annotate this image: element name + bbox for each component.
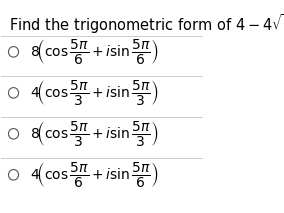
Text: $8\!\left(\cos\dfrac{5\pi}{6} + i\sin\dfrac{5\pi}{6}\right)$: $8\!\left(\cos\dfrac{5\pi}{6} + i\sin\df… — [30, 37, 158, 66]
Text: $4\!\left(\cos\dfrac{5\pi}{3} + i\sin\dfrac{5\pi}{3}\right)$: $4\!\left(\cos\dfrac{5\pi}{3} + i\sin\df… — [30, 78, 158, 107]
Text: $4\!\left(\cos\dfrac{5\pi}{6} + i\sin\dfrac{5\pi}{6}\right)$: $4\!\left(\cos\dfrac{5\pi}{6} + i\sin\df… — [30, 160, 158, 189]
Text: Find the trigonometric form of $4 - 4\sqrt{3}i$: Find the trigonometric form of $4 - 4\sq… — [9, 12, 284, 36]
Text: $8\!\left(\cos\dfrac{5\pi}{3} + i\sin\dfrac{5\pi}{3}\right)$: $8\!\left(\cos\dfrac{5\pi}{3} + i\sin\df… — [30, 119, 158, 148]
